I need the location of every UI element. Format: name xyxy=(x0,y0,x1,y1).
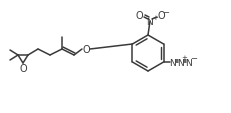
Text: −: − xyxy=(162,8,169,17)
Text: N: N xyxy=(146,17,153,26)
Text: O: O xyxy=(19,63,27,73)
Text: O: O xyxy=(82,45,89,54)
Text: +: + xyxy=(181,54,187,60)
Text: N: N xyxy=(168,58,175,67)
Text: N: N xyxy=(184,58,191,67)
Text: O: O xyxy=(157,11,164,21)
Text: −: − xyxy=(189,54,196,63)
Text: +: + xyxy=(151,15,157,21)
Text: N: N xyxy=(176,58,183,67)
Text: O: O xyxy=(135,11,142,21)
